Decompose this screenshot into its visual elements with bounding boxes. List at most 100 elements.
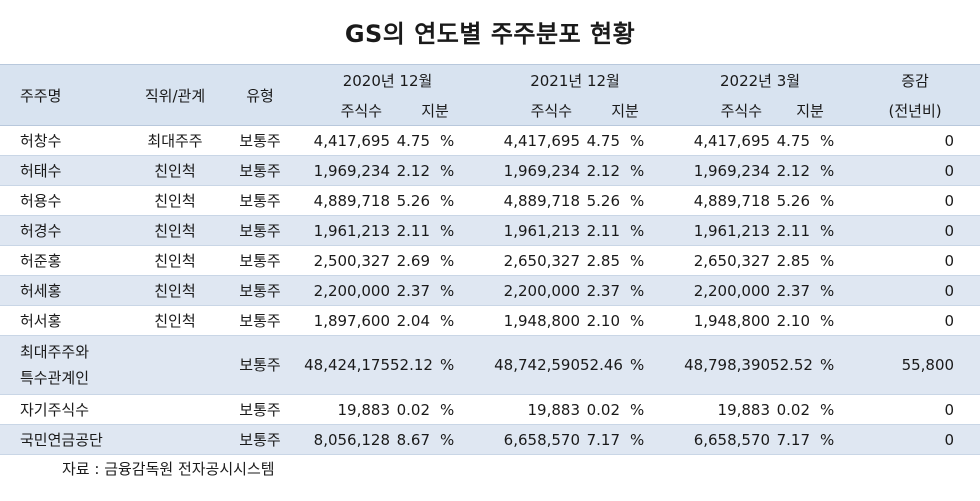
stake-2020-cell: 52.12 (390, 335, 433, 395)
stake-2021-cell: 2.85 (580, 245, 621, 276)
stake-2020-cell: 2.04 (390, 305, 430, 336)
shares-2022-cell: 1,969,234 (670, 155, 771, 186)
stake-2022-cell: 4.75 (770, 125, 811, 156)
percent-sign: % (620, 155, 671, 186)
position-cell: 친인척 (125, 245, 225, 276)
shareholder-name: 허경수 (0, 215, 125, 246)
shares-2022-cell: 4,417,695 (670, 125, 771, 156)
shareholder-name: 허준홍 (0, 245, 125, 276)
header-row-2: 주식수 지분 주식수 지분 주식수 지분 (전년비) (0, 95, 980, 126)
percent-sign: % (810, 275, 851, 306)
type-cell: 보통주 (225, 424, 295, 455)
percent-sign: % (620, 335, 671, 395)
percent-sign: % (810, 185, 851, 216)
shares-2021-cell: 2,650,327 (480, 245, 581, 276)
type-cell: 보통주 (225, 275, 295, 306)
table-row: 허세홍 친인척 보통주 2,200,000 2.37% 2,200,000 2.37% 2,2… (0, 275, 980, 306)
header-shares-2020: 주식수 (295, 95, 390, 126)
shareholder-name-line: 자기주식수 (20, 401, 90, 419)
percent-sign: % (810, 335, 851, 395)
stake-2020-cell: 2.11 (390, 215, 430, 246)
stake-2021-cell: 2.10 (580, 305, 621, 336)
position-cell: 친인척 (125, 215, 225, 246)
shares-2022-cell: 48,798,390 (670, 335, 771, 395)
stake-2021-cell: 2.37 (580, 275, 621, 306)
stake-2022-cell: 2.85 (770, 245, 811, 276)
shares-2021-cell: 4,417,695 (480, 125, 581, 156)
shares-2022-cell: 6,658,570 (670, 424, 771, 455)
header-change-sub: (전년비) (850, 95, 980, 126)
table-row: 최대주주와 특수관계인 보통주 48,424,175 52.12% 48,742,590 5… (0, 335, 980, 395)
header-period-2020: 2020년 12월 (295, 64, 481, 95)
shares-2021-cell: 4,889,718 (480, 185, 581, 216)
type-cell: 보통주 (225, 335, 295, 395)
stake-2021-cell: 2.11 (580, 215, 621, 246)
stake-2020-cell: 2.69 (390, 245, 430, 276)
page-title: GS의 연도별 주주분포 현황 (344, 20, 636, 48)
shareholder-name: 국민연금공단 (0, 424, 125, 455)
shareholder-name: 허용수 (0, 185, 125, 216)
shares-2020-cell: 2,200,000 (295, 275, 390, 306)
shares-2020-cell: 1,961,213 (295, 215, 390, 246)
shareholder-name: 자기주식수 (0, 394, 125, 425)
shares-2021-cell: 1,969,234 (480, 155, 581, 186)
percent-sign: % (810, 394, 851, 425)
percent-sign: % (430, 335, 481, 395)
percent-sign: % (430, 155, 481, 186)
shares-2022-cell: 2,200,000 (670, 275, 771, 306)
percent-sign: % (620, 245, 671, 276)
header-type: 유형 (225, 64, 295, 126)
stake-2021-cell: 7.17 (580, 424, 621, 455)
percent-sign: % (810, 424, 851, 455)
shareholder-table: 주주명 직위/관계 유형 2020년 12월 2021년 12월 2022년 3… (0, 64, 980, 455)
stake-2021-cell: 4.75 (580, 125, 621, 156)
stake-2020-cell: 5.26 (390, 185, 430, 216)
shareholder-name-line: 허세홍 (20, 282, 62, 300)
percent-sign: % (430, 305, 481, 336)
header-row-1: 주주명 직위/관계 유형 2020년 12월 2021년 12월 2022년 3… (0, 64, 980, 126)
shareholder-name: 허창수 (0, 125, 125, 156)
table-row: 허서홍 친인척 보통주 1,897,600 2.04% 1,948,800 2.10% 1,9… (0, 305, 980, 336)
percent-sign: % (430, 125, 481, 156)
shares-2021-cell: 1,961,213 (480, 215, 581, 246)
percent-sign: % (620, 185, 671, 216)
change-cell: 0 (850, 125, 980, 156)
stake-2022-cell: 2.10 (770, 305, 811, 336)
stake-2022-cell: 2.37 (770, 275, 811, 306)
shareholder-name: 허서홍 (0, 305, 125, 336)
change-cell: 0 (850, 215, 980, 246)
header-shares-2021: 주식수 (480, 95, 581, 126)
table-row: 국민연금공단 보통주 8,056,128 8.67% 6,658,570 7.17% 6,6… (0, 424, 980, 455)
type-cell: 보통주 (225, 394, 295, 425)
shares-2020-cell: 8,056,128 (295, 424, 390, 455)
position-cell: 친인척 (125, 275, 225, 306)
type-cell: 보통주 (225, 245, 295, 276)
table-row: 허용수 친인척 보통주 4,889,718 5.26% 4,889,718 5.26% 4,8… (0, 185, 980, 216)
shares-2022-cell: 1,961,213 (670, 215, 771, 246)
shares-2022-cell: 1,948,800 (670, 305, 771, 336)
shares-2021-cell: 2,200,000 (480, 275, 581, 306)
header-period-2022: 2022년 3월 (670, 64, 851, 95)
stake-2020-cell: 2.37 (390, 275, 430, 306)
position-cell: 친인척 (125, 305, 225, 336)
header-name: 주주명 (0, 64, 125, 126)
type-cell: 보통주 (225, 125, 295, 156)
percent-sign: % (430, 245, 481, 276)
percent-sign: % (810, 155, 851, 186)
shareholder-name-line: 허준홍 (20, 252, 62, 270)
type-cell: 보통주 (225, 215, 295, 246)
percent-sign: % (620, 394, 671, 425)
stake-2021-cell: 5.26 (580, 185, 621, 216)
shares-2020-cell: 4,889,718 (295, 185, 390, 216)
shares-2021-cell: 19,883 (480, 394, 581, 425)
position-cell (125, 394, 225, 425)
header-stake-2022: 지분 (770, 95, 851, 126)
shareholder-name-line: 최대주주와 (20, 343, 90, 361)
shareholder-name-line: 허태수 (20, 162, 62, 180)
table-row: 허준홍 친인척 보통주 2,500,327 2.69% 2,650,327 2.85% 2,6… (0, 245, 980, 276)
percent-sign: % (430, 185, 481, 216)
shares-2022-cell: 2,650,327 (670, 245, 771, 276)
header-shares-2022: 주식수 (670, 95, 771, 126)
percent-sign: % (430, 424, 481, 455)
